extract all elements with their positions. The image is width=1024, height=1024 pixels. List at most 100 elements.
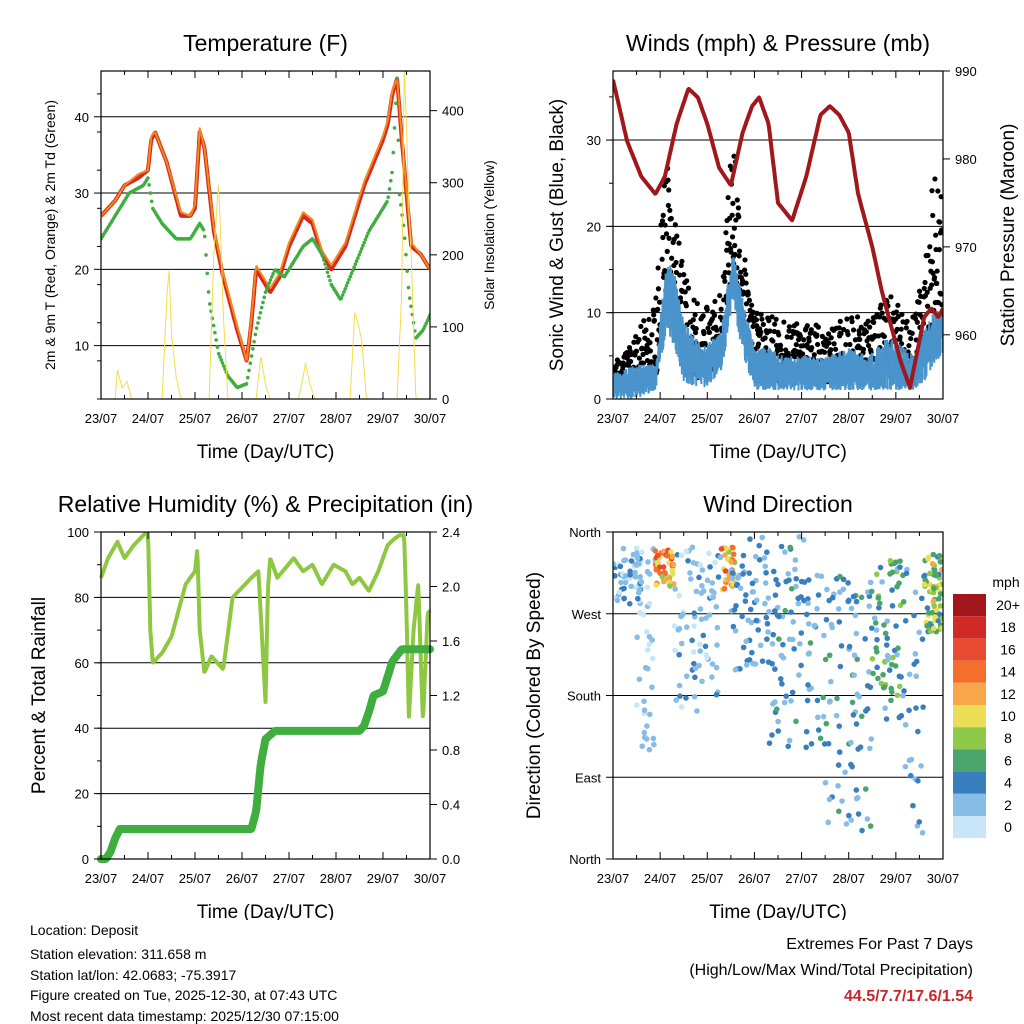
y-axis-label: Sonic Wind & Gust (Blue, Black): [547, 99, 568, 371]
x-tick-label: 29/07: [367, 871, 400, 886]
direction-point: [902, 721, 909, 728]
direction-point: [913, 705, 919, 711]
gust-point: [673, 259, 679, 266]
gust-point: [732, 242, 738, 249]
direction-point: [634, 555, 641, 562]
x-tick-label: 24/07: [644, 411, 677, 426]
gust-point: [854, 314, 861, 320]
gust-point: [685, 285, 692, 291]
direction-point: [634, 634, 640, 641]
y-tick-label: North: [569, 525, 601, 540]
gust-point: [633, 333, 639, 340]
direction-point: [702, 643, 709, 650]
dewpoint-point: [208, 302, 212, 306]
direction-point: [745, 617, 751, 624]
gust-point: [665, 177, 671, 183]
gust-point: [773, 316, 779, 322]
direction-point: [864, 816, 871, 822]
direction-point: [678, 552, 685, 559]
dewpoint-point: [204, 253, 208, 257]
direction-point: [788, 609, 794, 615]
direction-point: [788, 585, 795, 592]
gust-point: [769, 314, 775, 320]
direction-point: [846, 812, 852, 819]
direction-point: [690, 649, 697, 655]
direction-point: [932, 614, 938, 620]
x-tick-label: 23/07: [85, 871, 118, 886]
direction-point: [920, 704, 926, 710]
gust-point: [665, 202, 671, 209]
panel-rh: Relative Humidity (%) & Precipitation (i…: [29, 491, 473, 920]
direction-point: [845, 598, 851, 605]
dewpoint-point: [392, 126, 397, 130]
dewpoint-point: [404, 252, 408, 257]
gust-point: [655, 265, 661, 271]
direction-point: [679, 611, 686, 618]
direction-point: [775, 581, 781, 588]
direction-point: [805, 621, 812, 627]
direction-point: [792, 557, 799, 563]
direction-point: [739, 613, 745, 620]
direction-point: [782, 549, 788, 555]
x-tick-label: 23/07: [597, 411, 630, 426]
direction-point: [763, 614, 770, 621]
gust-point: [711, 312, 718, 318]
direction-point: [911, 612, 917, 619]
gust-point: [881, 333, 887, 340]
direction-point: [771, 608, 778, 614]
direction-point: [823, 720, 830, 727]
y2-tick-label: 400: [442, 104, 464, 119]
direction-points: [613, 534, 943, 836]
dewpoint-point: [366, 231, 370, 236]
direction-point: [836, 749, 843, 755]
gust-point: [781, 319, 787, 325]
gust-point: [826, 331, 832, 337]
direction-point: [853, 787, 860, 793]
gust-point: [745, 291, 751, 297]
direction-point: [769, 641, 776, 647]
direction-point: [775, 728, 782, 734]
direction-point: [910, 802, 916, 809]
y2-tick-label: 0.0: [442, 852, 460, 867]
gust-point: [935, 188, 941, 194]
gust-point: [828, 347, 834, 353]
gust-point: [836, 325, 842, 331]
dewpoint-point: [426, 316, 430, 320]
gust-point: [672, 222, 678, 228]
gust-point: [651, 317, 658, 324]
direction-point: [769, 660, 775, 667]
dewpoint-point: [397, 192, 402, 197]
dewpoint-point: [356, 256, 360, 260]
rh-series: [97, 532, 434, 863]
direction-point: [651, 741, 657, 748]
x-axis-label: Time (Day/UTC): [197, 902, 335, 920]
gust-point: [929, 188, 935, 194]
direction-point: [900, 692, 906, 699]
x-tick-label: 30/07: [927, 871, 960, 886]
gust-point: [845, 331, 851, 338]
direction-point: [613, 573, 618, 579]
gust-point: [937, 219, 943, 225]
colorbar-title: mph: [992, 574, 1019, 590]
direction-point: [641, 698, 647, 705]
direction-point: [685, 558, 691, 564]
direction-point: [853, 598, 860, 605]
direction-point: [855, 811, 862, 817]
y-tick-label: 40: [75, 110, 89, 125]
y2-tick-label: 0: [442, 392, 449, 407]
direction-point: [868, 588, 875, 595]
x-tick-label: 25/07: [691, 871, 724, 886]
dewpoint-point: [343, 287, 348, 291]
gust-point: [809, 345, 815, 351]
gust-point: [667, 207, 673, 213]
colorbar-swatch: [953, 727, 986, 750]
direction-point: [699, 582, 705, 589]
direction-point: [697, 562, 704, 568]
direction-point: [793, 583, 799, 590]
y-axis-label: Direction (Colored By Speed): [524, 572, 545, 819]
direction-point: [889, 569, 896, 575]
direction-point: [713, 664, 720, 671]
gust-point: [664, 248, 670, 254]
dewpoint-point: [319, 251, 323, 255]
series-total-precipitation: [97, 645, 434, 863]
